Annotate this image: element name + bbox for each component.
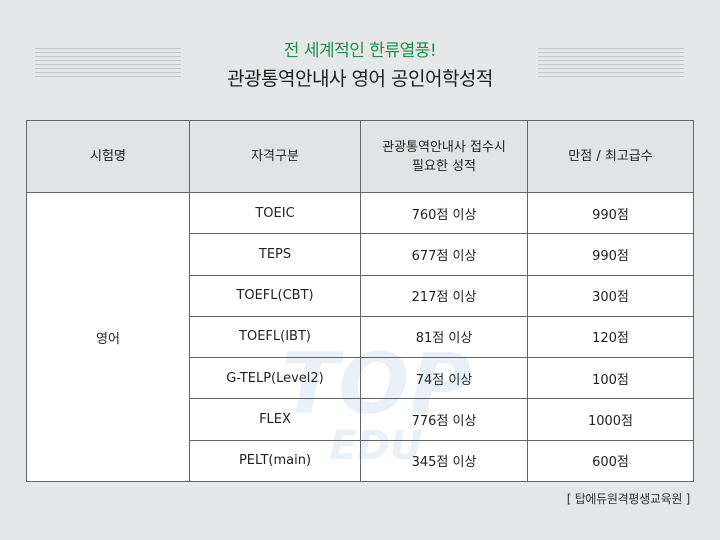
- column-header-exam: 시험명: [26, 120, 190, 193]
- max-score-cell: 990점: [527, 233, 694, 276]
- table-row: TOEFL(IBT) 81점 이상 120점: [27, 315, 694, 359]
- required-score-cell: 760점 이상: [360, 191, 528, 235]
- score-table: 시험명 자격구분 관광통역안내사 접수시 필요한 성적 만점 / 최고급수 영어 T…: [26, 120, 694, 483]
- table-row: TOEFL(CBT) 217점 이상 300점: [27, 274, 694, 317]
- required-score-cell: 81점 이상: [360, 315, 528, 359]
- qualification-cell: G-TELP(Level2): [189, 357, 361, 400]
- max-score-cell: 990점: [527, 191, 694, 235]
- table-header-row: 시험명 자격구분 관광통역안내사 접수시 필요한 성적 만점 / 최고급수: [26, 120, 694, 193]
- page-subtitle: 전 세계적인 한류열풍!: [283, 41, 437, 61]
- max-score-cell: 1000점: [527, 398, 694, 441]
- decorative-stripes-left: [35, 48, 181, 78]
- source-credit: [ 탑에듀원격평생교육원 ]: [566, 492, 691, 506]
- score-table-container: 시험명 자격구분 관광통역안내사 접수시 필요한 성적 만점 / 최고급수 영어 T…: [26, 120, 694, 483]
- required-score-cell: 776점 이상: [360, 398, 528, 441]
- exam-name-cell: 영어: [26, 192, 190, 482]
- max-score-cell: 100점: [527, 357, 694, 400]
- max-score-cell: 300점: [527, 274, 694, 317]
- column-header-required-score: 관광통역안내사 접수시 필요한 성적: [360, 120, 528, 193]
- table-row: PELT(main) 345점 이상 600점: [27, 439, 694, 483]
- column-header-max-score: 만점 / 최고급수: [527, 120, 694, 193]
- table-row: 영어 TOEIC 760점 이상 990점: [26, 191, 694, 482]
- qualification-cell: TOEFL(IBT): [189, 315, 361, 359]
- column-header-qualification: 자격구분: [189, 120, 361, 193]
- required-score-cell: 345점 이상: [360, 439, 528, 483]
- table-row: G-TELP(Level2) 74점 이상 100점: [27, 357, 694, 400]
- qualification-cell: FLEX: [189, 398, 361, 441]
- max-score-cell: 600점: [527, 439, 694, 483]
- column-header-required-score-text: 관광통역안내사 접수시 필요한 성적: [382, 139, 506, 174]
- decorative-stripes-right: [538, 48, 684, 78]
- qualification-cell: TOEFL(CBT): [189, 274, 361, 317]
- table-row: FLEX 776점 이상 1000점: [27, 398, 694, 441]
- required-score-cell: 74점 이상: [360, 357, 528, 400]
- qualification-cell: PELT(main): [189, 439, 361, 483]
- table-row: TEPS 677점 이상 990점: [27, 233, 694, 276]
- qualification-cell: TEPS: [189, 233, 361, 276]
- table-body: 영어 TOEIC 760점 이상 990점 TEPS 677점 이상 990점 TOEFL(C…: [26, 191, 694, 483]
- page-title: 관광통역안내사 영어 공인어학성적: [227, 68, 493, 90]
- max-score-cell: 120점: [527, 315, 694, 359]
- required-score-cell: 217점 이상: [360, 274, 528, 317]
- required-score-cell: 677점 이상: [360, 233, 528, 276]
- qualification-cell: TOEIC: [189, 191, 361, 235]
